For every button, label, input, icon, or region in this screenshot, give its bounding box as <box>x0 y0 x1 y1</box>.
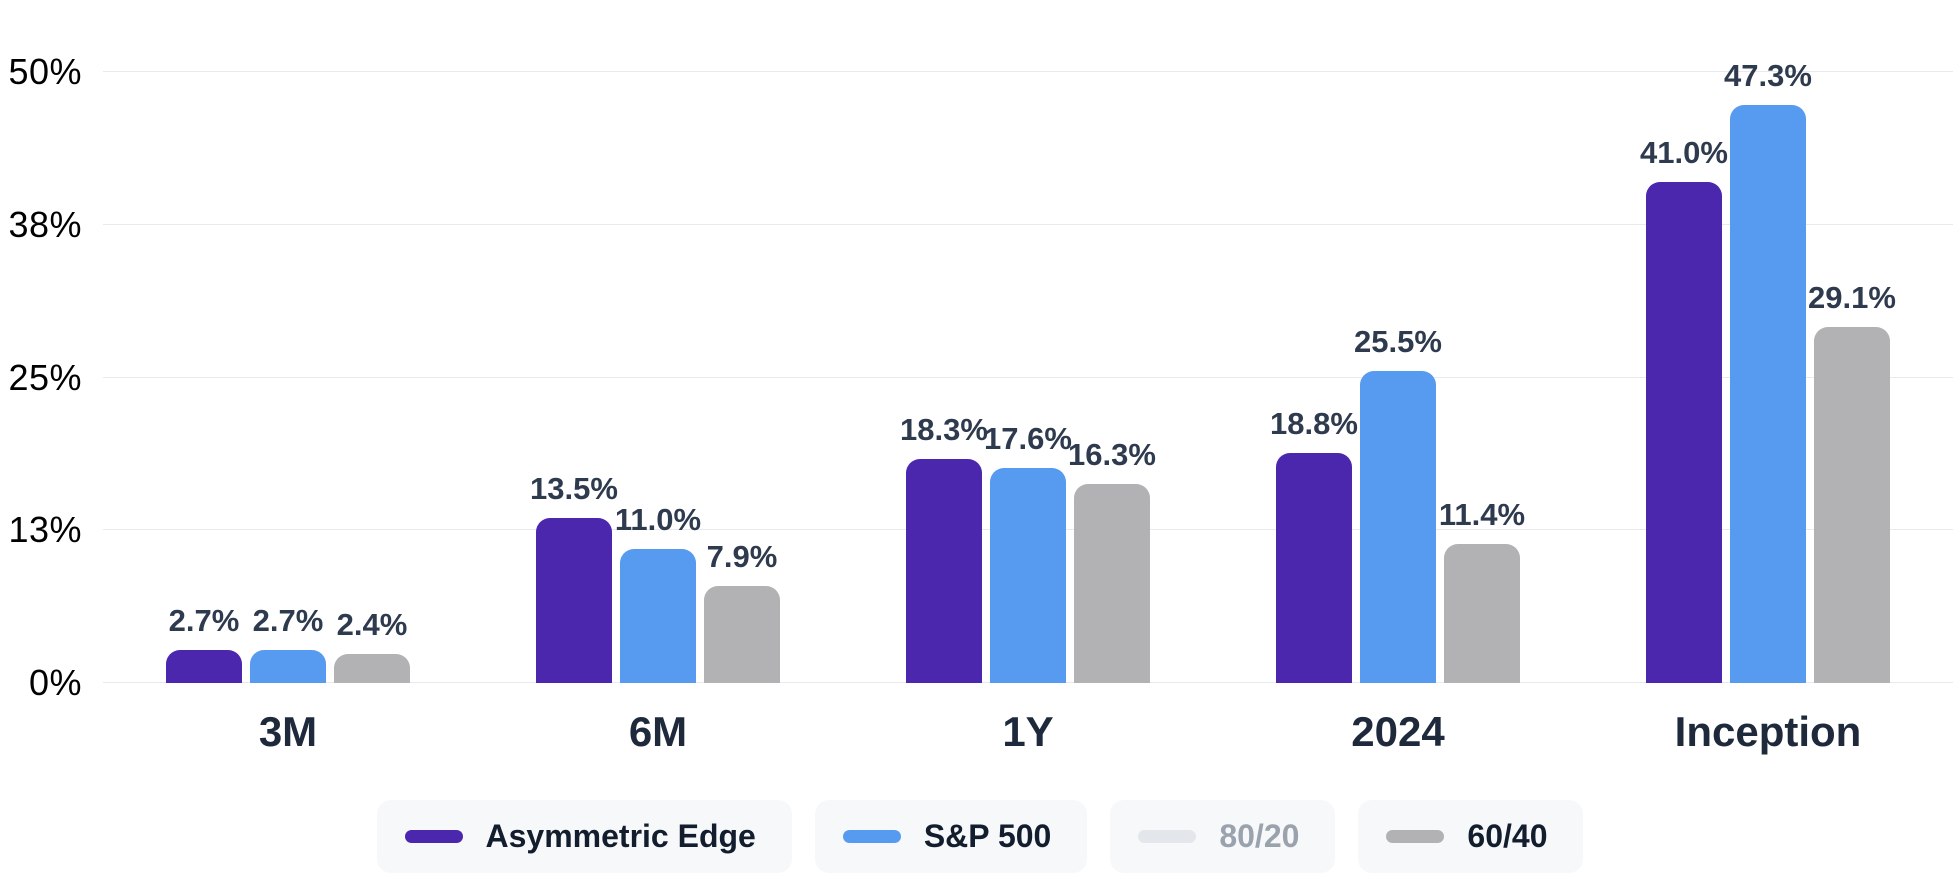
gridline-25 <box>103 376 1953 378</box>
bar-group-inception: 41.0% 47.3% 29.1% <box>1583 58 1953 683</box>
bar-group-1y: 18.3% 17.6% 16.3% <box>843 72 1213 683</box>
bar-60-40-inception[interactable]: 29.1% <box>1808 280 1896 683</box>
bar-value-label-60-40-6m: 7.9% <box>706 539 778 575</box>
bar-s-p-500-1y[interactable]: 17.6% <box>984 421 1072 683</box>
legend-item-asymmetric-edge[interactable]: Asymmetric Edge <box>376 800 792 873</box>
bar-asymmetric-edge-1y[interactable]: 18.3% <box>900 412 988 683</box>
y-axis-tick-label-25: 25% <box>8 356 82 398</box>
legend-item-label-80-20: 80/20 <box>1219 818 1300 854</box>
bar-value-label-asymmetric-edge-1y: 18.3% <box>900 412 988 448</box>
plot-area: 2.7% 2.7% 2.4% 13.5% 11.0% 7.9% 18.3% 17.6% 16.3… <box>103 58 1953 683</box>
legend-swatch-s-p-500 <box>842 830 901 843</box>
bar-value-label-60-40-2024: 11.4% <box>1438 496 1526 532</box>
y-axis-tick-label-50: 50% <box>8 51 82 92</box>
legend: Asymmetric Edge S&P 500 80/20 60/40 <box>0 800 1960 873</box>
bar-group-3m: 2.7% 2.7% 2.4% <box>103 72 473 683</box>
y-axis-tick-label-0: 0% <box>28 662 82 703</box>
x-axis-label-6m: 6M <box>628 708 688 755</box>
gridline-38 <box>103 223 1953 225</box>
bar-value-label-60-40-3m: 2.4% <box>336 606 408 642</box>
y-axis-tick-label-38: 38% <box>8 203 82 245</box>
bar-60-40-6m[interactable]: 7.9% <box>704 539 780 683</box>
legend-item-label-60-40: 60/40 <box>1467 818 1548 854</box>
bar-group-2024: 18.8% 25.5% 11.4% <box>1213 72 1583 683</box>
legend-item-80-20[interactable]: 80/20 <box>1110 800 1336 873</box>
bar-value-label-asymmetric-edge-inception: 41.0% <box>1640 134 1728 170</box>
bar-s-p-500-inception[interactable]: 47.3% <box>1724 58 1812 683</box>
legend-swatch-80-20 <box>1138 830 1197 843</box>
x-axis-label-2024: 2024 <box>1351 708 1445 755</box>
bar-60-40-3m[interactable]: 2.4% <box>334 607 410 683</box>
bar-value-label-asymmetric-edge-6m: 13.5% <box>530 471 618 507</box>
bar-60-40-2024[interactable]: 11.4% <box>1439 497 1525 683</box>
bar-value-label-asymmetric-edge-3m: 2.7% <box>168 603 240 639</box>
x-axis-label-1y: 1Y <box>1002 708 1054 755</box>
bar-group-6m: 13.5% 11.0% 7.9% <box>473 72 843 683</box>
legend-item-label-s-p-500: S&P 500 <box>923 818 1052 854</box>
x-axis-label-inception: Inception <box>1674 708 1862 755</box>
y-axis: 0% 13% 25% 38% 50% <box>0 51 84 703</box>
legend-item-label-asymmetric-edge: Asymmetric Edge <box>485 818 756 854</box>
legend-swatch-asymmetric-edge <box>404 830 463 843</box>
bar-asymmetric-edge-2024[interactable]: 18.8% <box>1270 406 1358 683</box>
bar-value-label-s-p-500-1y: 17.6% <box>984 420 1072 456</box>
legend-swatch-60-40 <box>1386 830 1445 843</box>
bar-value-label-s-p-500-2024: 25.5% <box>1354 324 1442 360</box>
bar-value-label-60-40-1y: 16.3% <box>1068 436 1156 472</box>
bar-asymmetric-edge-6m[interactable]: 13.5% <box>530 471 618 683</box>
bar-s-p-500-3m[interactable]: 2.7% <box>250 603 326 683</box>
x-axis-label-3m: 3M <box>258 708 318 755</box>
y-axis-tick-label-13: 13% <box>8 509 82 551</box>
bar-asymmetric-edge-inception[interactable]: 41.0% <box>1640 135 1728 683</box>
legend-item-s-p-500[interactable]: S&P 500 <box>814 800 1088 873</box>
bar-groups: 2.7% 2.7% 2.4% 13.5% 11.0% 7.9% 18.3% 17.6% 16.3… <box>103 58 1953 683</box>
bar-s-p-500-6m[interactable]: 11.0% <box>615 502 701 683</box>
bar-value-label-asymmetric-edge-2024: 18.8% <box>1270 406 1358 442</box>
bar-value-label-s-p-500-inception: 47.3% <box>1724 58 1812 93</box>
bar-60-40-1y[interactable]: 16.3% <box>1068 437 1156 683</box>
bar-value-label-60-40-inception: 29.1% <box>1808 280 1896 316</box>
bar-asymmetric-edge-3m[interactable]: 2.7% <box>166 603 242 683</box>
gridline-50 <box>103 71 1953 72</box>
bar-value-label-s-p-500-6m: 11.0% <box>614 501 702 537</box>
bar-s-p-500-2024[interactable]: 25.5% <box>1354 324 1442 683</box>
x-axis: 3M 6M 1Y 2024 Inception <box>103 708 1953 756</box>
bar-value-label-s-p-500-3m: 2.7% <box>252 603 324 639</box>
legend-item-60-40[interactable]: 60/40 <box>1358 800 1584 873</box>
